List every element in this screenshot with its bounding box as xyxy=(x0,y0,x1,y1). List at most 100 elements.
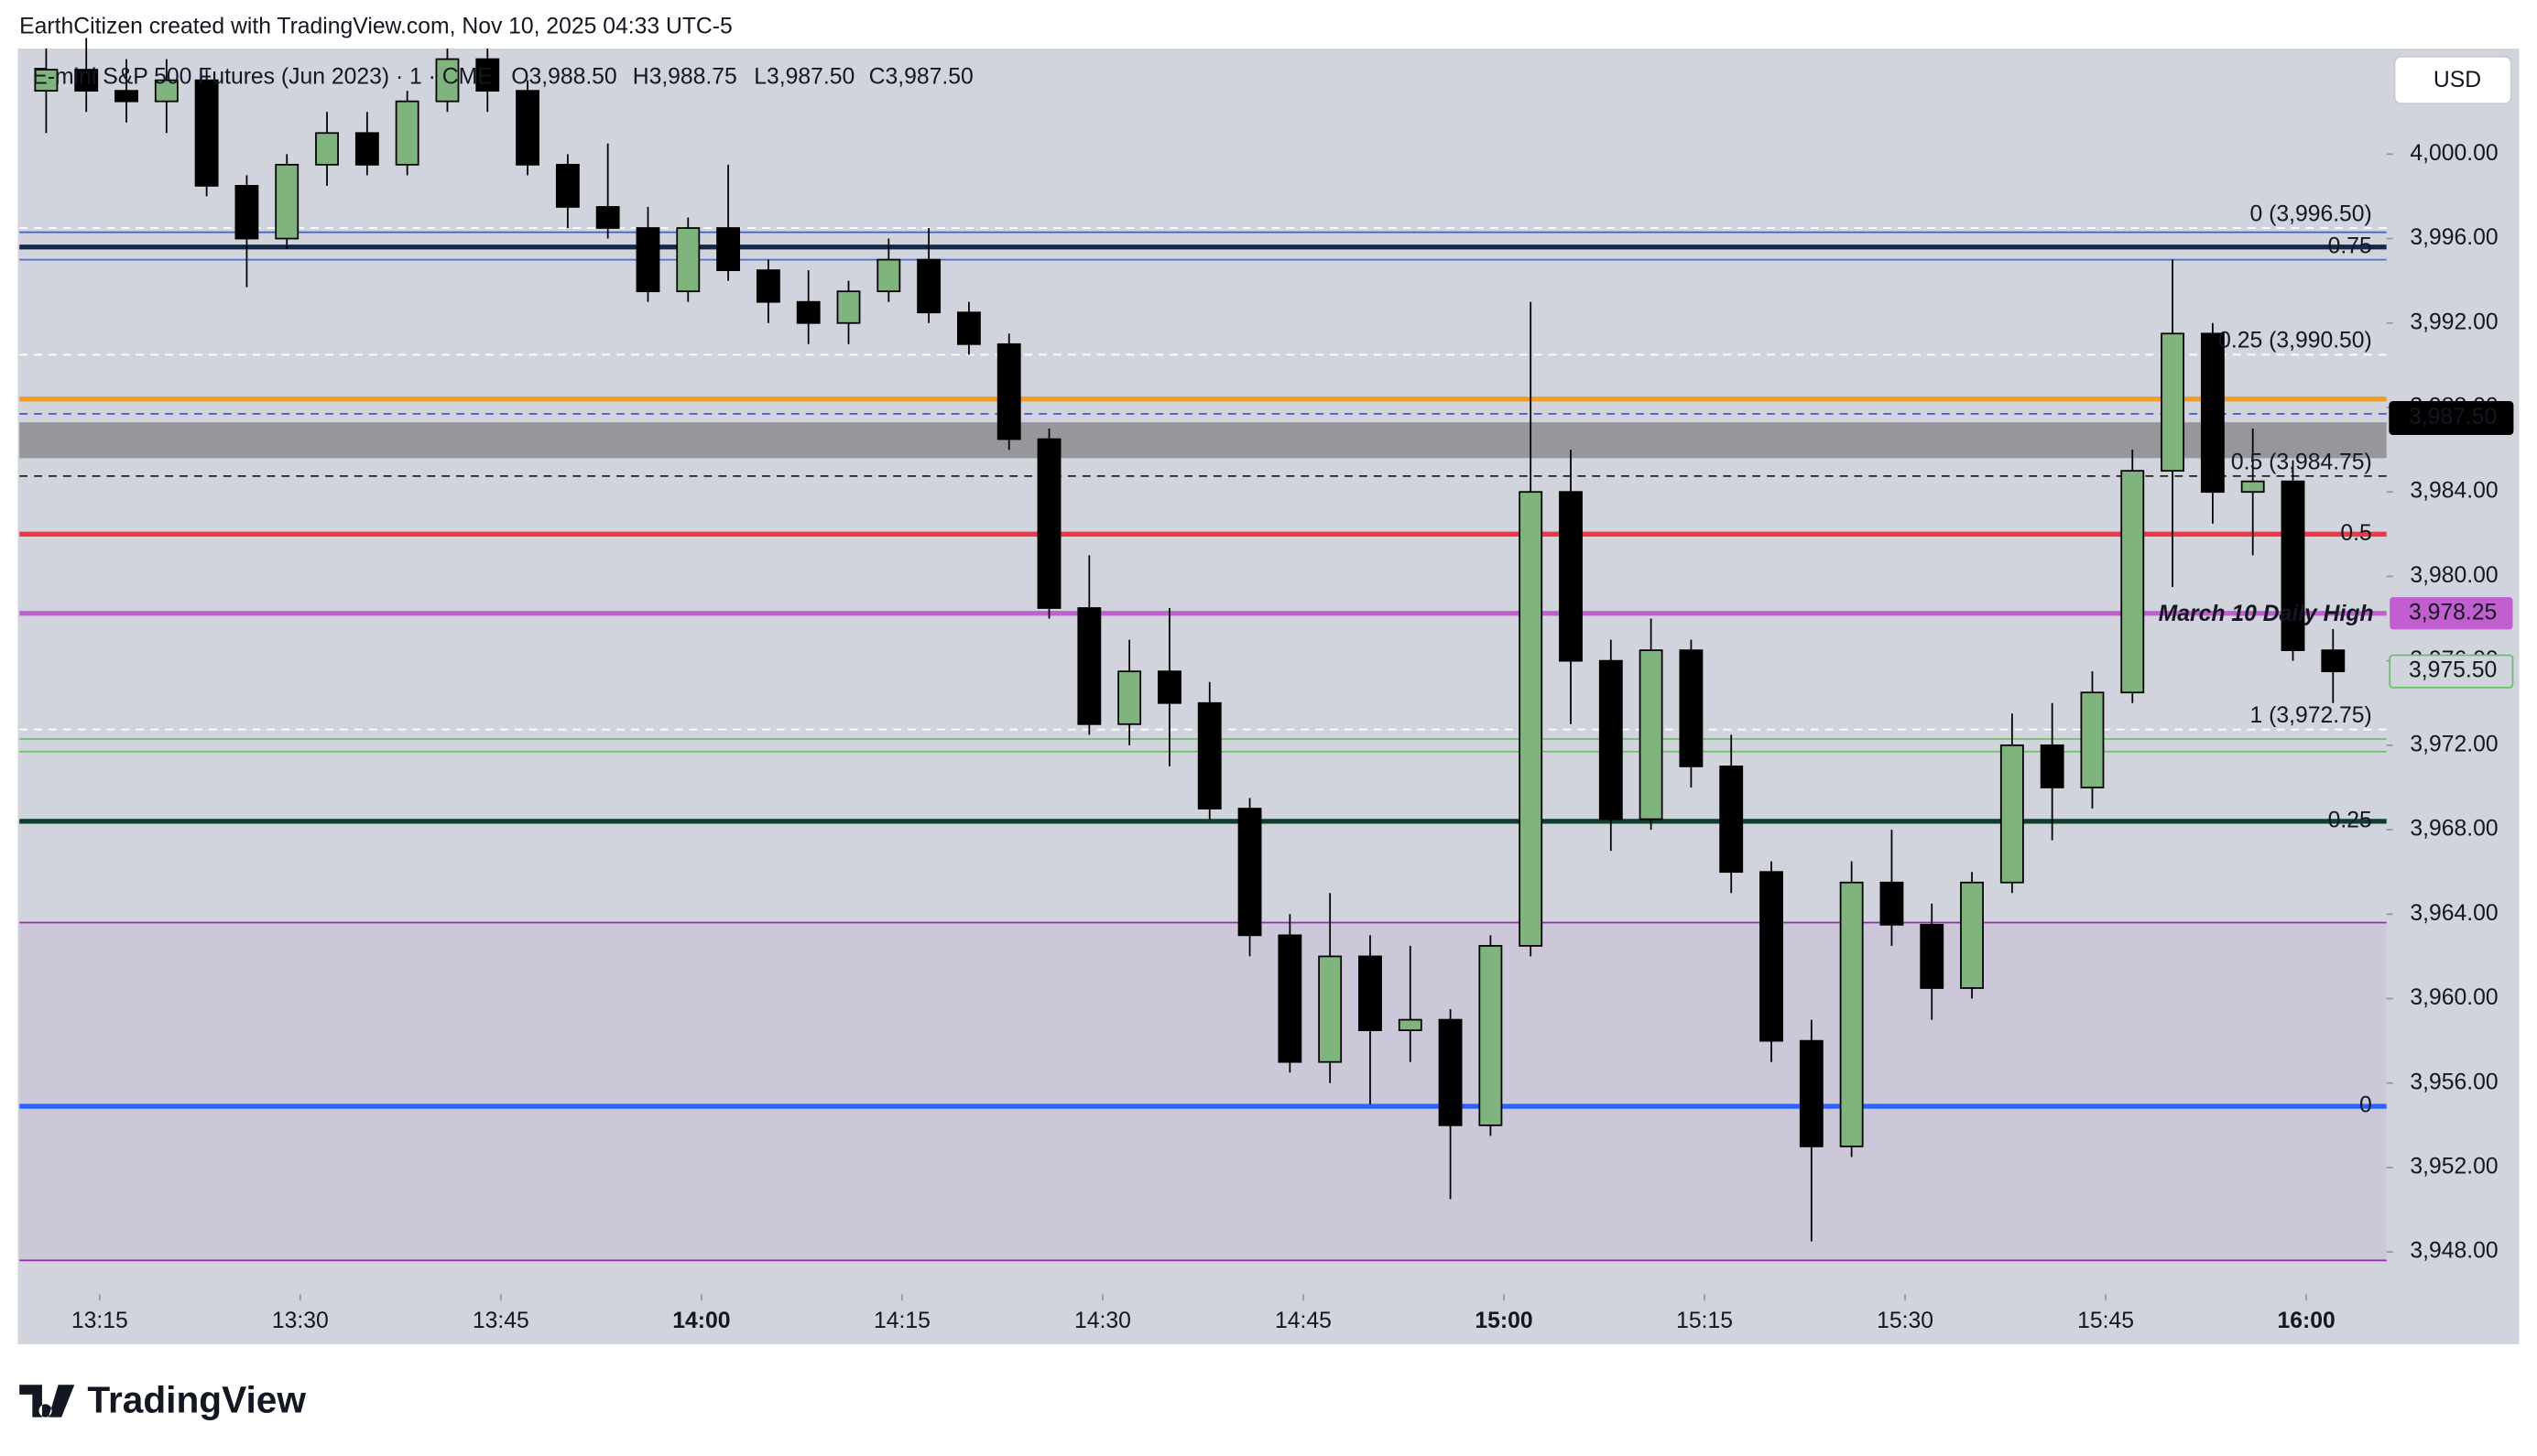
level-label: 0 (3,996.50) xyxy=(2249,201,2371,226)
candle-body xyxy=(1398,1018,1422,1031)
candle-body xyxy=(2240,480,2265,494)
x-tick-label: 13:45 xyxy=(473,1309,529,1333)
candle-body xyxy=(1679,649,1704,767)
candle-body xyxy=(1318,955,1343,1063)
candle-body xyxy=(1117,670,1142,725)
candle-body xyxy=(34,69,59,92)
zone xyxy=(19,422,2387,459)
candle-body xyxy=(1037,438,1062,609)
candle-body xyxy=(1759,871,1783,1042)
candle-body xyxy=(636,227,660,293)
y-tick-label: 3,948.00 xyxy=(2410,1239,2498,1264)
candle-body xyxy=(595,206,620,229)
level-label: 1 (3,972.75) xyxy=(2249,703,2371,728)
candle-body xyxy=(1960,881,1984,989)
credit: EarthCitizen created with TradingView.co… xyxy=(19,15,733,39)
candle-body xyxy=(716,227,741,272)
ohlc-close: C3,987.50 xyxy=(869,64,974,89)
candle-body xyxy=(114,90,138,103)
x-tick-label: 15:30 xyxy=(1877,1309,1933,1333)
candle-body xyxy=(516,90,539,166)
candle-body xyxy=(275,163,299,240)
level-label: 0.5 (3,984.75) xyxy=(2231,450,2372,474)
candle-body xyxy=(2161,332,2185,473)
candle-body xyxy=(1158,670,1181,704)
y-tick-label: 3,996.00 xyxy=(2410,225,2498,250)
candle-body xyxy=(395,100,419,166)
x-tick-label: 13:15 xyxy=(71,1309,128,1333)
price-tag-bg xyxy=(2389,400,2514,436)
candle-body xyxy=(1519,491,1543,947)
price-tag: 3,987.50 xyxy=(2409,405,2497,429)
ohlc-low: L3,987.50 xyxy=(754,64,855,89)
level-label: 0.75 xyxy=(2328,234,2372,258)
y-tick-label: 3,968.00 xyxy=(2410,817,2498,842)
candle-body xyxy=(2040,744,2064,788)
candle-body xyxy=(2321,649,2346,673)
y-tick-label: 3,972.00 xyxy=(2410,732,2498,756)
x-tick-label: 15:15 xyxy=(1676,1309,1733,1333)
candle-body xyxy=(756,269,780,303)
candle-body xyxy=(1920,923,1944,989)
candle-body xyxy=(1438,1018,1463,1126)
price-tag-bg xyxy=(2389,654,2514,689)
candle-body xyxy=(2281,480,2305,651)
y-tick-label: 3,984.00 xyxy=(2410,479,2498,504)
x-tick-label: 14:15 xyxy=(874,1309,931,1333)
candle-body xyxy=(2120,470,2145,694)
candle-body xyxy=(74,69,99,92)
zone xyxy=(19,922,2387,1261)
candle-body xyxy=(1598,659,1623,820)
candle-body xyxy=(1999,744,2024,884)
plot xyxy=(19,38,2387,1262)
x-tick-label: 14:30 xyxy=(1074,1309,1131,1333)
price-tag-bg xyxy=(2390,597,2513,630)
x-tick-label: 14:00 xyxy=(672,1309,730,1333)
candle-body xyxy=(194,79,219,187)
level-label: 0.5 xyxy=(2340,521,2371,546)
price-tag: 3,975.50 xyxy=(2409,658,2497,683)
price-tag: 3,978.25 xyxy=(2409,600,2497,625)
candle-body xyxy=(1879,881,1904,926)
candle-body xyxy=(555,163,580,208)
level-label: 0.25 (3,990.50) xyxy=(2218,329,2372,353)
candle-body xyxy=(2080,691,2105,788)
x-tick-label: 14:45 xyxy=(1275,1309,1332,1333)
y-tick-label: 3,960.00 xyxy=(2410,985,2498,1010)
level-annotation: March 10 Daily High xyxy=(2159,602,2374,626)
logo-text: TradingView xyxy=(87,1378,306,1420)
candle-body xyxy=(1197,701,1222,809)
level-label: 0 xyxy=(2359,1093,2372,1118)
candle-body xyxy=(996,342,1021,440)
y-tick-label: 3,952.00 xyxy=(2410,1155,2498,1179)
candle-body xyxy=(1559,491,1583,662)
x-tick-label: 13:30 xyxy=(272,1309,329,1333)
candle-body xyxy=(1237,808,1262,937)
candle-body xyxy=(676,227,701,293)
candle-body xyxy=(796,300,821,324)
currency-button[interactable] xyxy=(2393,55,2512,104)
logo-icon xyxy=(19,1385,75,1418)
y-tick-label: 3,992.00 xyxy=(2410,310,2498,334)
candle-body xyxy=(917,258,942,314)
x-tick-label: 15:45 xyxy=(2077,1309,2134,1333)
candle-body xyxy=(1478,945,1503,1126)
candle-body xyxy=(354,132,379,166)
candle-body xyxy=(1278,934,1302,1063)
y-tick-label: 3,980.00 xyxy=(2410,563,2498,588)
candle-body xyxy=(154,79,179,103)
currency[interactable]: USD xyxy=(2434,68,2481,92)
candle-body xyxy=(1799,1039,1824,1147)
symbol-title: E-mini S&P 500 Futures (Jun 2023) · 1 · … xyxy=(32,64,492,89)
candle-body xyxy=(877,258,901,293)
candle-body xyxy=(1639,649,1663,820)
level-label: 0.25 xyxy=(2328,808,2372,832)
candle-body xyxy=(1358,955,1382,1031)
y-tick-label: 3,964.00 xyxy=(2410,901,2498,926)
candle-body xyxy=(2200,332,2225,494)
candle-body xyxy=(475,58,500,92)
x-tick-label: 16:00 xyxy=(2277,1309,2335,1333)
candle-body xyxy=(956,311,981,345)
